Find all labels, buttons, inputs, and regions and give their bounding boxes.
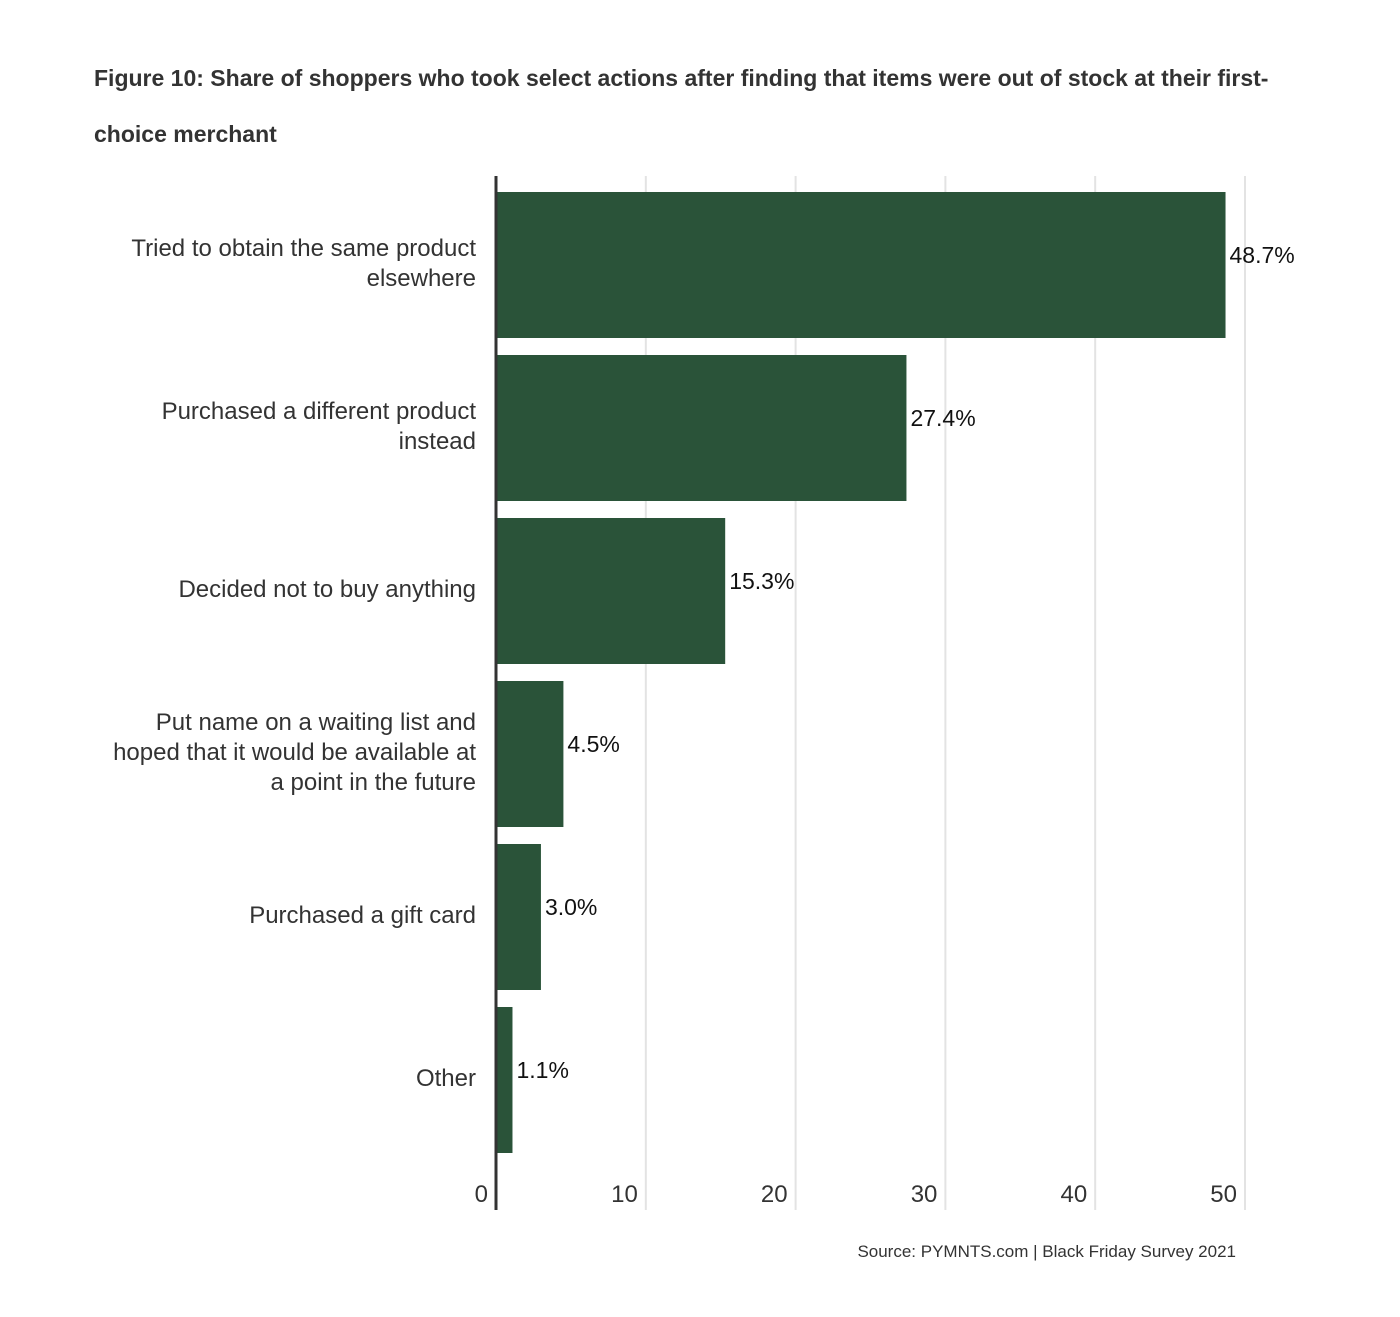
data-label: 1.1%: [516, 1057, 568, 1083]
x-tick-label: 40: [1060, 1181, 1087, 1208]
x-tick-label: 50: [1210, 1181, 1237, 1208]
category-label: Tried to obtain the same product: [131, 235, 476, 262]
chart-title: Figure 10: Share of shoppers who took se…: [94, 65, 1269, 147]
bar: [496, 355, 907, 501]
bar: [496, 1007, 513, 1153]
category-label: Other: [416, 1065, 476, 1092]
category-label: Put name on a waiting list and: [156, 709, 476, 736]
data-label: 3.0%: [545, 894, 597, 920]
data-label: 15.3%: [729, 568, 794, 594]
bar: [496, 192, 1226, 338]
bar: [496, 844, 541, 990]
category-label: Purchased a gift card: [249, 902, 476, 929]
x-tick-label: 20: [761, 1181, 788, 1208]
data-label: 27.4%: [910, 405, 975, 431]
x-tick-label: 10: [611, 1181, 638, 1208]
category-label: instead: [399, 428, 476, 455]
category-label: elsewhere: [367, 265, 476, 292]
bar: [496, 681, 564, 827]
bar: [496, 518, 726, 664]
category-label: hoped that it would be available at: [113, 739, 476, 766]
category-label: Decided not to buy anything: [178, 576, 476, 603]
source-note: Source: PYMNTS.com | Black Friday Survey…: [857, 1242, 1236, 1261]
x-tick-label: 0: [475, 1181, 488, 1208]
data-label: 48.7%: [1230, 242, 1295, 268]
category-label: a point in the future: [271, 769, 476, 796]
category-label: Purchased a different product: [162, 398, 477, 425]
x-tick-label: 30: [911, 1181, 938, 1208]
data-label: 4.5%: [567, 731, 619, 757]
